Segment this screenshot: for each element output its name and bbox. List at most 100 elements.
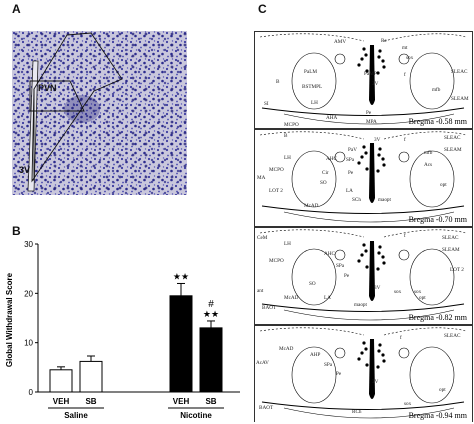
- fos-positive-cell: [382, 163, 386, 167]
- region-label: MA: [257, 175, 266, 181]
- fos-positive-cell: [377, 153, 381, 157]
- optic-tract: [283, 211, 455, 223]
- histology-micrograph: PVN 3V: [12, 31, 187, 195]
- bar: [79, 360, 103, 393]
- region-label: Acs: [424, 162, 432, 168]
- fos-positive-cell: [382, 261, 386, 265]
- fos-positive-cell: [360, 253, 364, 257]
- region-label: f: [404, 71, 406, 78]
- region-label: PaMP: [364, 71, 377, 77]
- region-label: Re: [381, 38, 387, 44]
- region-label: SO: [309, 281, 316, 287]
- fos-positive-cell: [364, 249, 368, 253]
- bars: ★★★★#: [49, 271, 223, 393]
- fos-positive-cell: [362, 243, 366, 247]
- fos-positive-cell: [378, 343, 382, 347]
- region-label: maopt: [354, 302, 368, 308]
- region-label: MCPO: [269, 258, 284, 264]
- region-label: sox: [414, 289, 422, 295]
- fornix: [398, 249, 410, 261]
- hypothalamic-region: [409, 346, 455, 404]
- hypothalamic-region: [409, 150, 455, 208]
- fos-positive-cell: [377, 251, 381, 255]
- region-label: CeM: [257, 235, 268, 241]
- fos-positive-cell: [376, 71, 380, 75]
- section-frame: [254, 129, 473, 227]
- y-tick-label: 20: [24, 289, 33, 298]
- region-label: SLEAC: [451, 69, 468, 75]
- region-label: Cir: [322, 170, 329, 176]
- panel-label-b: B: [12, 224, 21, 238]
- region-label: 3V: [372, 81, 379, 87]
- region-label: SLEAM: [451, 96, 469, 102]
- ventral-surface: [261, 401, 465, 410]
- panel-label-c: C: [258, 2, 267, 16]
- fos-positive-cell: [357, 63, 361, 67]
- region-label: LH: [284, 241, 291, 247]
- x-tick-label: SB: [85, 397, 96, 406]
- region-label: 3V: [374, 285, 381, 291]
- region-label: BAOT: [259, 405, 274, 411]
- region-label: SCh: [352, 197, 361, 203]
- x-axis-labels: VEH SB VEH SB Saline Nicotine: [48, 397, 224, 420]
- region-label: LA: [324, 295, 331, 301]
- x-tick-label: VEH: [173, 397, 190, 406]
- fos-positive-cell: [381, 353, 385, 357]
- fos-positive-cell: [362, 145, 366, 149]
- region-label: B: [284, 133, 288, 139]
- third-ventricle-shape: [369, 45, 375, 105]
- region-label: McAD: [304, 203, 319, 209]
- region-label: AHC: [326, 156, 337, 162]
- optic-tract: [283, 309, 455, 321]
- bar: [169, 295, 193, 393]
- third-ventricle-shape: [369, 339, 375, 399]
- fornix: [398, 347, 410, 359]
- dorsal-boundary: [259, 131, 467, 140]
- region-label: MCPO: [284, 122, 299, 128]
- region-label: SLEAM: [442, 247, 460, 253]
- region-label: LOT 2: [450, 267, 464, 273]
- panel-label-a: A: [12, 2, 21, 16]
- region-label: SLEAC: [442, 235, 459, 241]
- fos-positive-cell: [378, 49, 382, 53]
- x-tick-label: VEH: [53, 397, 70, 406]
- y-tick-label: 10: [24, 339, 33, 348]
- fos-positive-cell: [377, 55, 381, 59]
- region-label: opt: [419, 295, 426, 301]
- bregma-label: Bregma -0.94 mm: [409, 411, 468, 420]
- fos-positive-cell: [360, 57, 364, 61]
- region-label: sox: [406, 55, 414, 61]
- fos-positive-cell: [365, 363, 369, 367]
- fornix: [398, 151, 410, 163]
- region-label: opt: [440, 182, 447, 188]
- fornix: [334, 53, 346, 65]
- fos-positive-cell: [376, 365, 380, 369]
- hypothalamic-region: [409, 248, 455, 306]
- region-label: McAD: [279, 346, 294, 352]
- region-label: sox: [404, 401, 412, 407]
- fos-positive-cell: [357, 357, 361, 361]
- fos-positive-cell: [381, 157, 385, 161]
- significance-marker: ★★: [203, 309, 219, 319]
- hypothalamic-region: [291, 248, 337, 306]
- region-label: mfb: [424, 149, 433, 156]
- ventral-surface: [261, 107, 465, 116]
- ventral-surface: [261, 205, 465, 214]
- bregma-label: Bregma -0.82 mm: [409, 313, 468, 322]
- region-label: AMV: [334, 39, 346, 45]
- region-label: Pe: [366, 110, 372, 116]
- section-frame: [254, 325, 473, 422]
- region-label: LH: [284, 155, 291, 161]
- region-label: BSTMPL: [302, 84, 322, 90]
- region-label: MPA: [366, 119, 377, 125]
- group-label: Saline: [64, 411, 88, 420]
- dorsal-boundary: [259, 33, 467, 42]
- region-label: 3V: [372, 379, 379, 385]
- region-label: f: [404, 136, 406, 143]
- fos-positive-cell: [382, 359, 386, 363]
- region-label: mfb: [432, 86, 441, 93]
- fos-positive-cell: [365, 69, 369, 73]
- region-label: AHP: [310, 352, 320, 358]
- region-label: MCPO: [269, 167, 284, 173]
